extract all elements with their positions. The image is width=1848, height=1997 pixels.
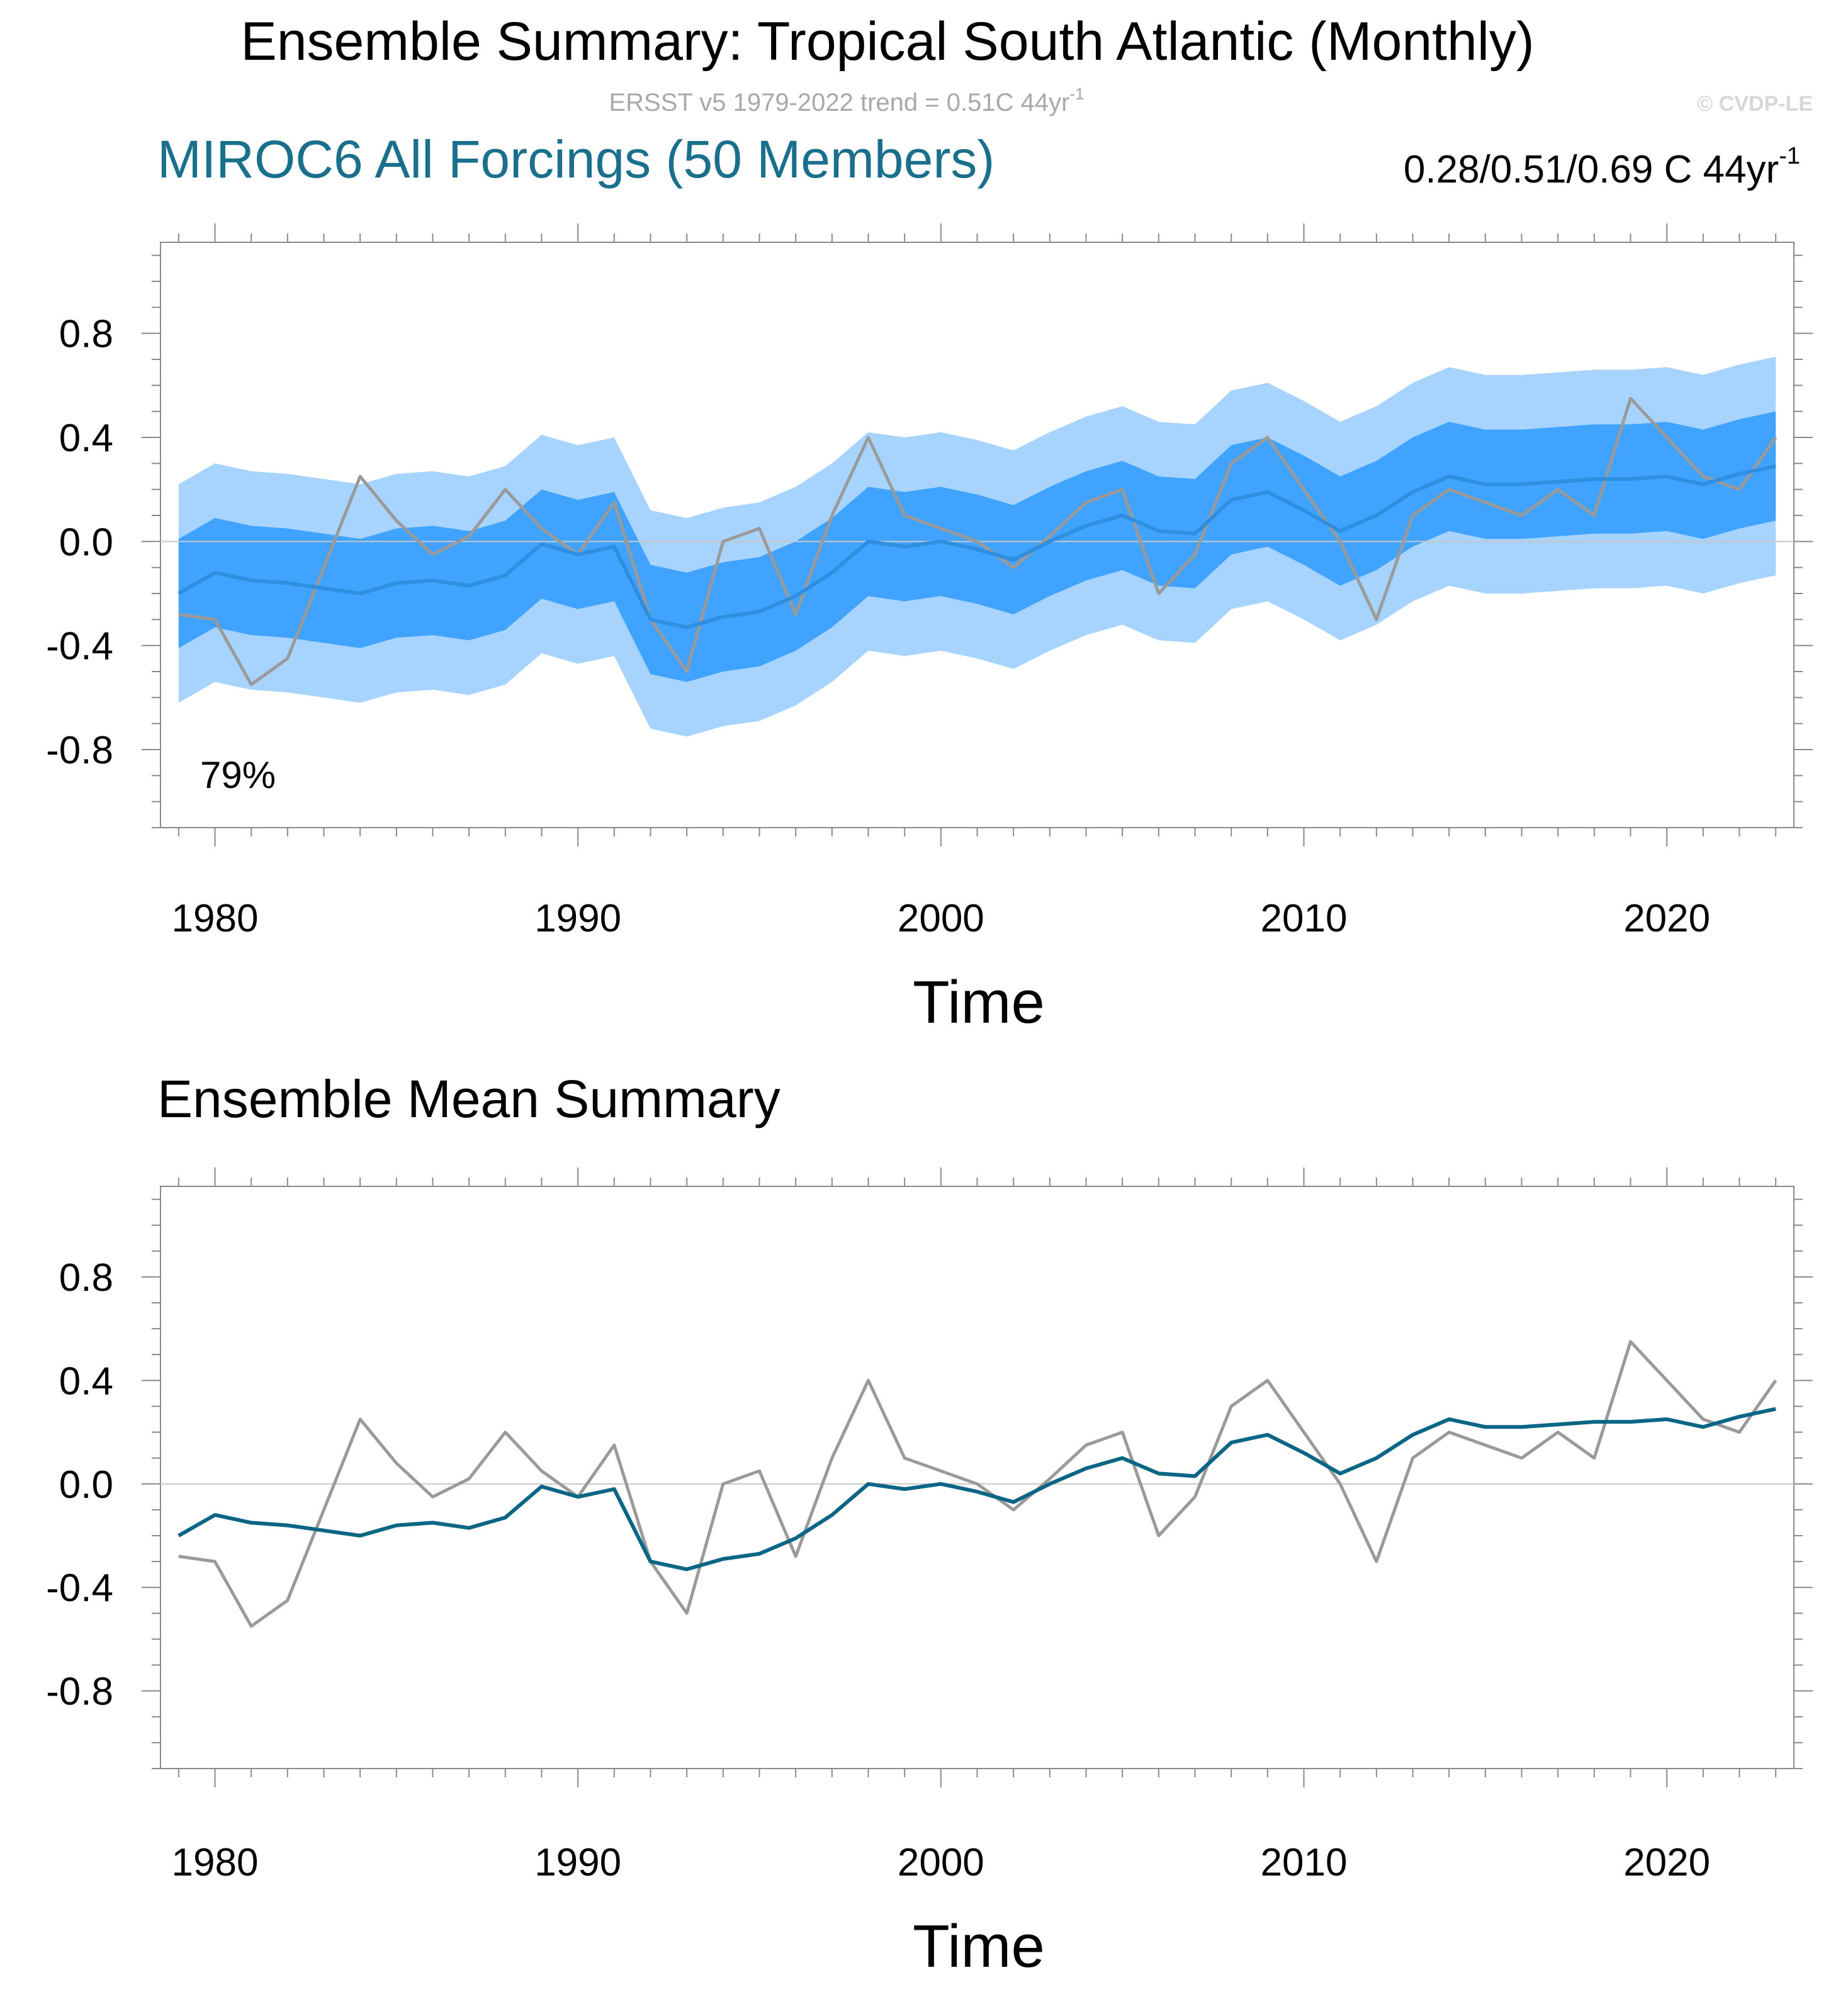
y-tick-label: -0.8	[46, 729, 113, 772]
x-tick-label: 2020	[1623, 897, 1710, 940]
top-x-ticks: 1980 1990 2000 2010 2020	[172, 223, 1777, 940]
observations-line	[178, 1340, 1778, 1628]
y-tick-label: -0.8	[46, 1670, 113, 1714]
x-tick-label: 2020	[1623, 1841, 1710, 1884]
obs-subtitle-superscript: -1	[1069, 84, 1084, 103]
y-tick-label: -0.4	[46, 625, 113, 668]
main-title: Ensemble Summary: Tropical South Atlanti…	[240, 11, 1534, 72]
ensemble-inner-band	[178, 411, 1776, 682]
y-tick-label: 0.0	[59, 1463, 113, 1507]
bottom-plot-frame	[160, 1186, 1794, 1769]
bottom-y-ticks: 0.8 0.4 0.0 -0.4 -0.8	[46, 1198, 1813, 1769]
ensemble-mean-line	[177, 1407, 1776, 1572]
y-tick-label: 0.4	[59, 417, 113, 460]
bottom-series	[177, 1340, 1778, 1628]
trend-label: 0.28/0.51/0.69 C 44yr-1	[1404, 143, 1800, 191]
top-panel: 0.8 0.4 0.0 -0.4 -0.8 1980 1990 2000 2010 2020 7…	[46, 223, 1813, 1036]
x-tick-label: 2010	[1261, 1841, 1348, 1884]
x-tick-label: 1990	[534, 1841, 621, 1884]
y-tick-label: -0.4	[46, 1567, 113, 1610]
x-tick-label: 2000	[898, 1841, 984, 1884]
ensemble-mean-line	[177, 464, 1776, 629]
bottom-panel-title: Ensemble Mean Summary	[157, 1069, 780, 1128]
x-tick-label: 2000	[898, 897, 984, 940]
trend-label-text: 0.28/0.51/0.69 C 44yr	[1404, 148, 1779, 191]
trend-label-superscript: -1	[1779, 143, 1800, 169]
copyright: © CVDP-LE	[1697, 92, 1813, 116]
y-tick-label: 0.8	[59, 1256, 113, 1300]
bottom-x-ticks: 1980 1990 2000 2010 2020	[172, 1167, 1777, 1884]
top-x-axis-title: Time	[913, 969, 1045, 1036]
observations-line	[178, 397, 1778, 687]
x-tick-label: 1990	[534, 897, 621, 940]
model-title: MIROC6 All Forcings (50 Members)	[157, 130, 994, 189]
y-tick-label: 0.4	[59, 1359, 113, 1403]
bottom-x-axis-title: Time	[913, 1913, 1045, 1980]
y-tick-label: 0.0	[59, 520, 113, 564]
top-annotation-percent: 79%	[200, 754, 276, 796]
x-tick-label: 1980	[172, 897, 259, 940]
obs-subtitle-text: ERSST v5 1979-2022 trend = 0.51C 44yr	[609, 89, 1069, 116]
obs-subtitle: ERSST v5 1979-2022 trend = 0.51C 44yr-1	[609, 84, 1084, 116]
bottom-panel: 0.8 0.4 0.0 -0.4 -0.8 1980 1990 2000 2010 2020 T…	[46, 1167, 1813, 1980]
top-y-ticks: 0.8 0.4 0.0 -0.4 -0.8	[46, 254, 1813, 828]
x-tick-label: 2010	[1261, 897, 1348, 940]
top-ensemble-bands	[178, 356, 1776, 737]
x-tick-label: 1980	[172, 1841, 259, 1884]
top-series	[177, 397, 1778, 687]
y-tick-label: 0.8	[59, 313, 113, 356]
